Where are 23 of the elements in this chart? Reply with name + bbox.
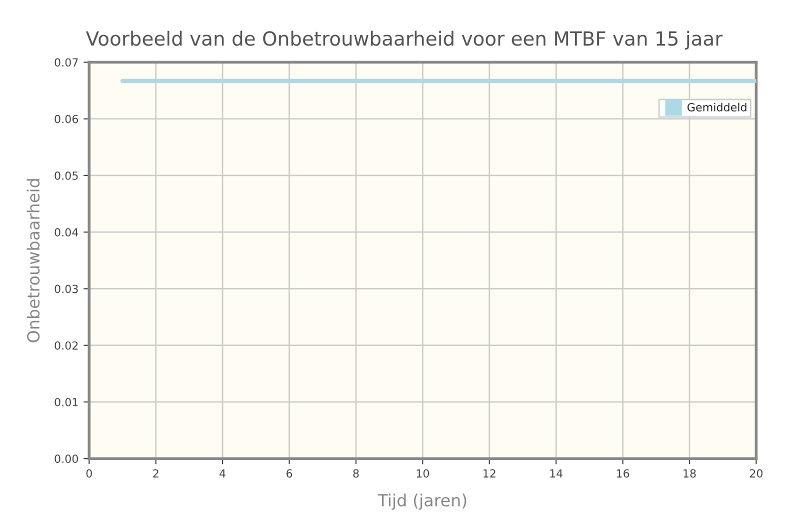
x-tick-label: 6 <box>286 469 292 478</box>
chart-title: Voorbeeld van de Onbetrouwbaarheid voor een MTBF van 15 jaar <box>86 30 723 50</box>
y-tick-label: 0.01 <box>54 398 78 406</box>
y-tick-label: 0.02 <box>54 341 78 350</box>
x-tick-label: 12 <box>484 469 496 478</box>
x-axis-title: Tijd (jaren) <box>378 494 466 510</box>
legend-label: Gemiddeld <box>687 102 746 112</box>
y-tick-label: 0.07 <box>54 58 78 67</box>
x-tick-label: 0 <box>86 469 92 478</box>
x-tick-label: 16 <box>616 469 630 478</box>
y-axis-title: Onbetrouwbaarheid <box>26 179 40 342</box>
x-tick-label: 8 <box>353 469 359 478</box>
y-tick-label: 0.06 <box>54 114 78 124</box>
x-tick-label: 18 <box>684 469 696 478</box>
y-tick-label: 0.05 <box>54 171 78 180</box>
x-tick-label: 4 <box>220 469 226 478</box>
y-tick-label: 0.03 <box>54 284 78 294</box>
x-tick-label: 20 <box>750 469 763 478</box>
x-tick-label: 10 <box>416 469 430 478</box>
x-tick-label: 14 <box>550 469 563 478</box>
x-tick-label: 2 <box>153 469 158 478</box>
y-tick-label: 0.04 <box>54 228 78 236</box>
y-tick-label: 0.00 <box>54 454 78 463</box>
